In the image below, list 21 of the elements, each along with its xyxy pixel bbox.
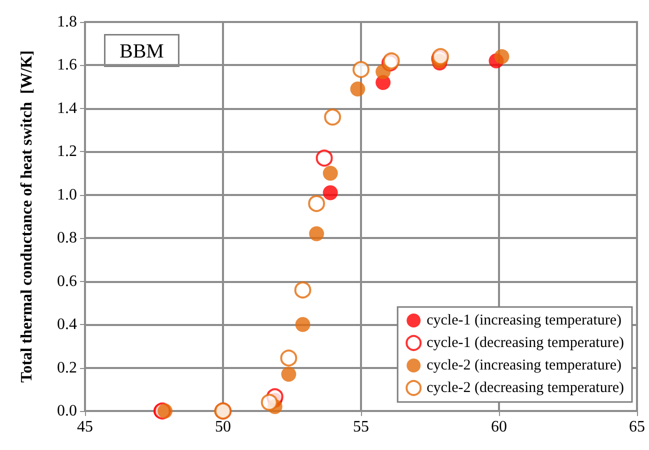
y-tick-label: 1.8: [57, 14, 77, 30]
y-tick-label: 0.4: [57, 316, 77, 334]
legend-label: cycle-2 (increasing temperature): [426, 358, 622, 374]
y-axis-title: Total thermal conductance of heat switch [W/K]: [18, 50, 36, 383]
y-tick-label: 1.4: [57, 100, 77, 117]
y-tick-label: 0.0: [57, 402, 77, 420]
x-tick-label: 50: [215, 418, 231, 436]
y-tick-label: 1.0: [57, 186, 77, 204]
y-tick-label: 1.2: [57, 143, 77, 160]
x-tick-label: 55: [353, 418, 369, 436]
x-tick-label: 65: [629, 418, 645, 436]
legend-label: cycle-2 (decreasing temperature): [426, 380, 624, 396]
x-tick-label: 60: [491, 418, 507, 436]
y-tick-label: 0.6: [57, 272, 77, 290]
legend-label: cycle-1 (decreasing temperature): [426, 335, 624, 351]
y-tick-label: 0.8: [57, 230, 77, 247]
y-tick-label: 0.2: [57, 359, 77, 376]
y-tick-label: 1.6: [57, 56, 77, 74]
annotation: BBM: [120, 40, 164, 62]
x-tick-label: 45: [77, 418, 93, 436]
legend-label: cycle-1 (increasing temperature): [426, 312, 622, 328]
